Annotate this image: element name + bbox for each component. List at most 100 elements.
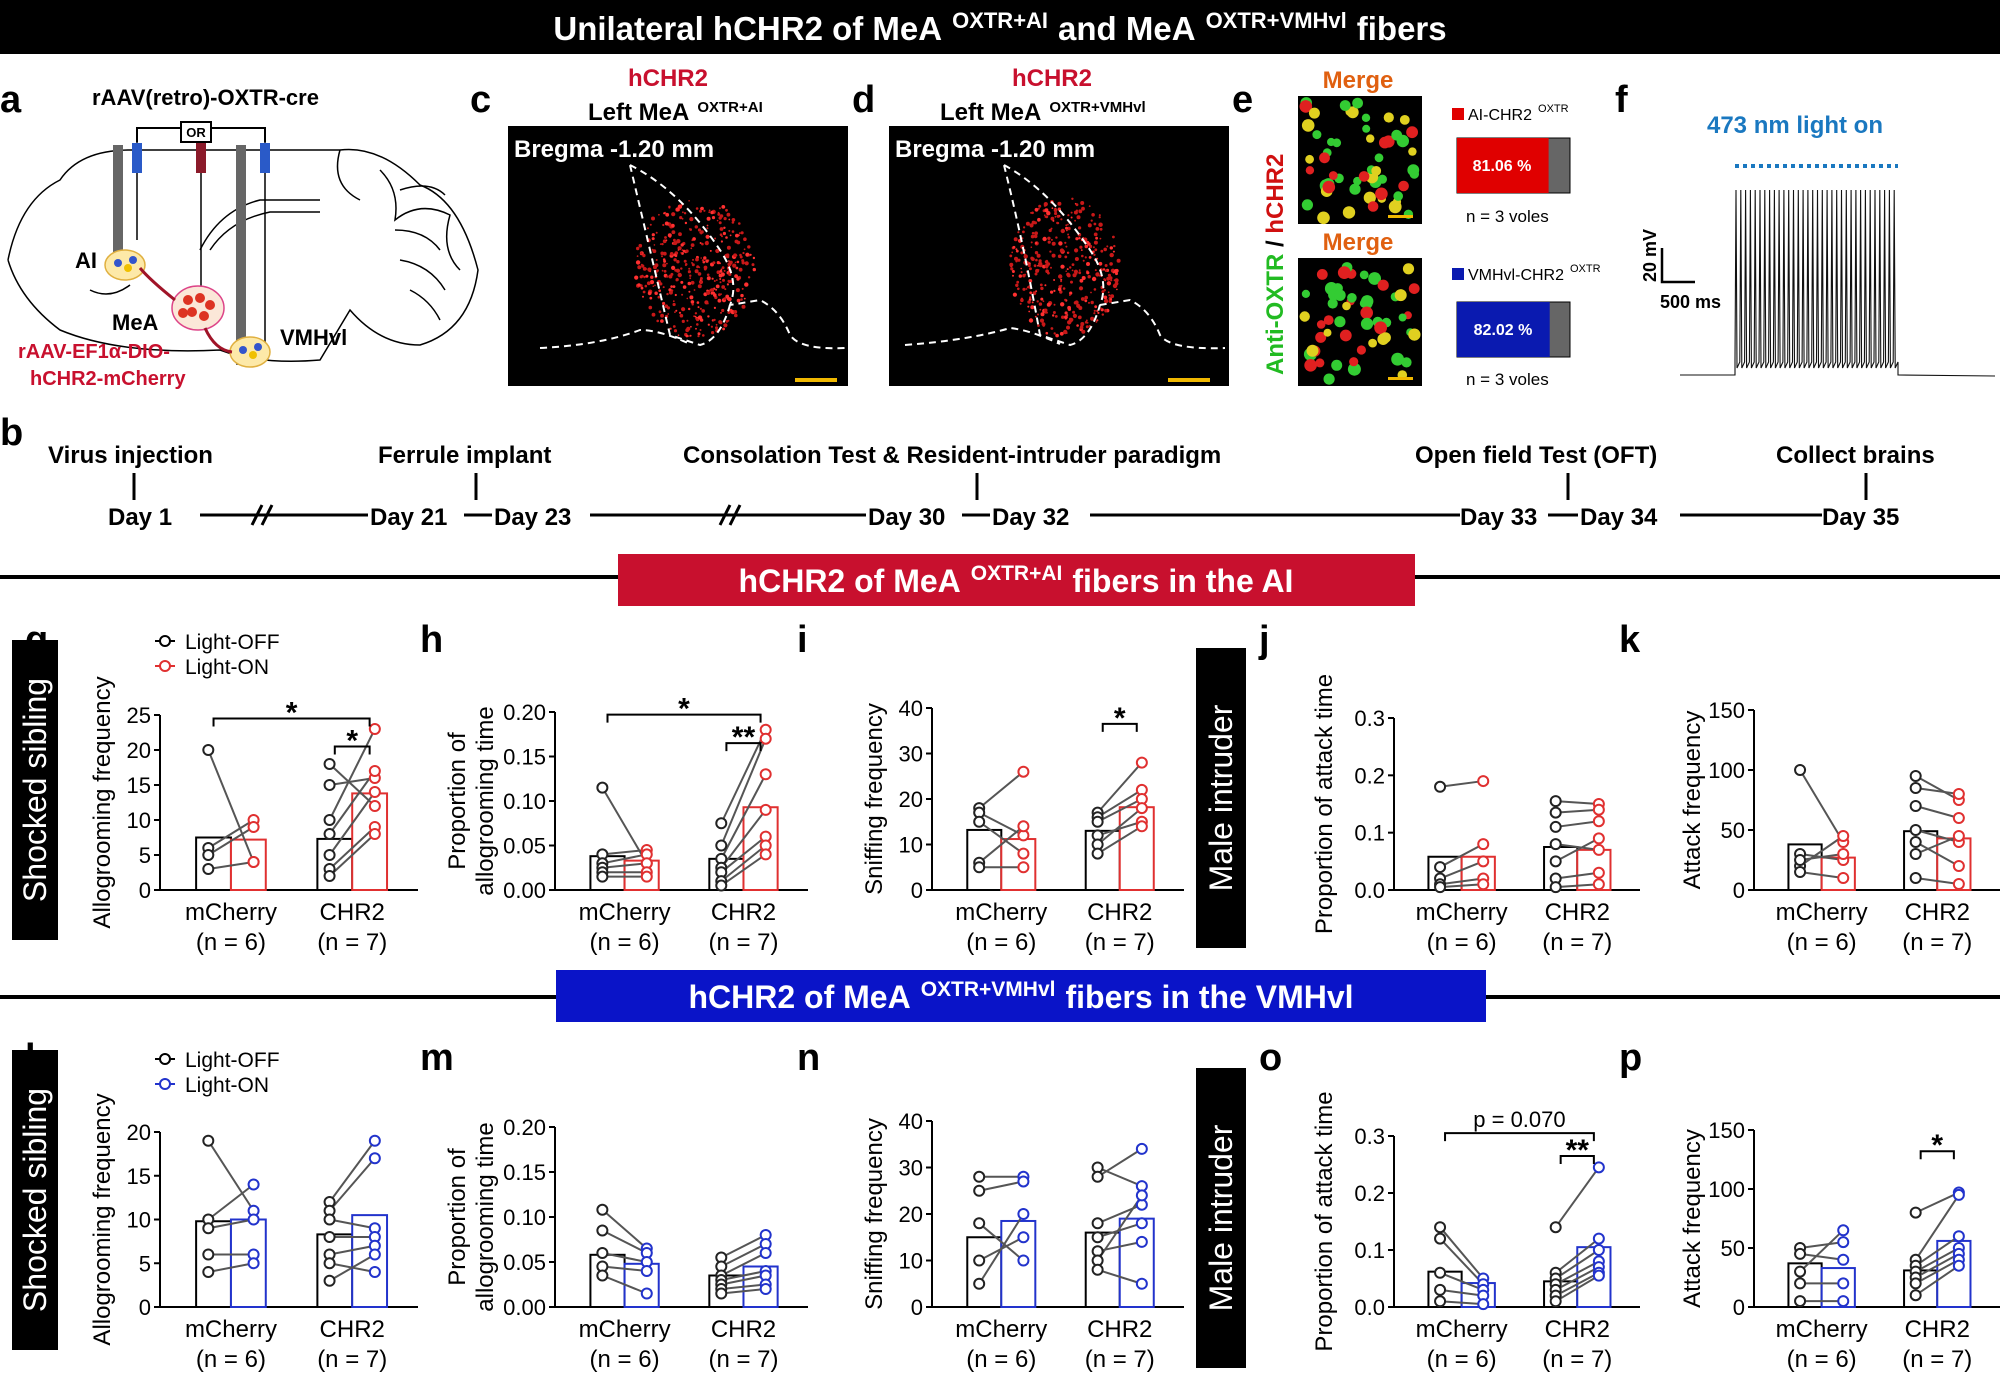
fluorescence-speck xyxy=(696,323,699,326)
fluorescence-speck xyxy=(1037,207,1040,210)
fluorescence-speck xyxy=(1104,264,1108,267)
cell xyxy=(1408,328,1421,341)
x-group-n: (n = 7) xyxy=(1902,1346,1972,1373)
fluorescence-speck xyxy=(1044,310,1048,314)
fluorescence-speck xyxy=(719,227,724,231)
cell xyxy=(1299,100,1313,113)
fluorescence-speck xyxy=(1069,266,1072,269)
paired-line xyxy=(1555,1260,1600,1286)
chart-l: l 0 5 10 15 20 Allogrooming frequency mCherry (n… xyxy=(25,1037,418,1373)
fluorescence-speck xyxy=(1037,219,1040,222)
paired-line xyxy=(1439,1300,1484,1306)
x-group-label: CHR2 xyxy=(1087,899,1152,926)
fluorescence-speck xyxy=(1094,269,1097,272)
panel-e-axis-label: Anti-OXTR / hCHR2 xyxy=(1262,154,1289,375)
point-light-on xyxy=(1017,847,1030,860)
point-light-off xyxy=(1434,1295,1447,1308)
x-group-n: (n = 7) xyxy=(708,1346,778,1373)
fluorescence-speck xyxy=(1091,213,1095,217)
virus-dio-label-2: hCHR2-mCherry xyxy=(30,368,186,390)
cell xyxy=(1347,362,1361,376)
cell xyxy=(1346,106,1359,119)
fluorescence-speck xyxy=(1069,317,1074,322)
point-light-on xyxy=(1837,830,1850,842)
paired-line xyxy=(1439,1288,1484,1297)
fluorescence-speck xyxy=(693,315,695,318)
cell xyxy=(1361,295,1374,308)
fluorescence-speck xyxy=(1043,214,1046,217)
panel-d-outline xyxy=(904,164,1226,350)
point-light-off xyxy=(596,781,609,794)
cell xyxy=(1334,289,1346,301)
fluorescence-speck xyxy=(1034,231,1038,236)
fluorescence-speck xyxy=(1012,245,1016,249)
fluorescence-speck xyxy=(1034,251,1039,255)
fluorescence-speck xyxy=(718,320,722,324)
fluorescence-speck xyxy=(688,307,691,311)
point-light-on xyxy=(1952,788,1965,800)
cell xyxy=(1366,134,1375,143)
paired-line xyxy=(329,1244,376,1256)
fluorescence-speck xyxy=(694,315,697,318)
fluorescence-speck xyxy=(741,304,746,309)
cell xyxy=(1312,130,1322,140)
fluorescence-speck xyxy=(642,253,646,258)
fluorescence-speck xyxy=(1078,271,1082,275)
fluorescence-speck xyxy=(1056,214,1060,218)
fluorescence-speck xyxy=(1060,264,1065,269)
x-group-label: CHR2 xyxy=(320,899,385,926)
fluorescence-speck xyxy=(1071,263,1075,266)
fluorescence-speck xyxy=(674,311,676,313)
point-light-off xyxy=(202,1134,215,1147)
fluorescence-speck xyxy=(1082,259,1085,262)
cell xyxy=(1315,331,1327,343)
fluorescence-speck xyxy=(719,269,723,273)
point-light-off xyxy=(1794,764,1807,776)
fluorescence-speck xyxy=(689,217,694,222)
fluorescence-speck xyxy=(1101,313,1105,316)
fluorescence-speck xyxy=(672,300,675,303)
y-tick-label: 5 xyxy=(139,843,151,868)
cell xyxy=(1398,180,1409,192)
x-group-label: CHR2 xyxy=(1905,1316,1970,1343)
fluorescence-speck xyxy=(1090,300,1094,305)
fluorescence-speck xyxy=(719,207,721,210)
point-light-off xyxy=(1794,1277,1807,1290)
fluorescence-speck xyxy=(1010,267,1014,271)
paired-line xyxy=(720,844,767,882)
cell xyxy=(1339,329,1352,342)
fluorescence-speck xyxy=(1084,256,1087,259)
y-tick-label: 0.1 xyxy=(1354,1238,1385,1263)
probe-left xyxy=(113,142,142,260)
paired-line xyxy=(978,1213,1025,1285)
fluorescence-speck xyxy=(1103,295,1108,300)
fluorescence-speck xyxy=(1052,314,1055,317)
paired-line xyxy=(1915,787,1959,795)
fluorescence-speck xyxy=(1044,208,1049,213)
paired-line xyxy=(328,763,376,807)
paired-line xyxy=(1555,1274,1600,1303)
point-light-off xyxy=(323,758,336,770)
fluorescence-speck xyxy=(662,301,666,306)
cell xyxy=(1305,154,1314,164)
paired-line xyxy=(1097,1148,1143,1178)
fluorescence-speck xyxy=(1033,234,1038,239)
banner-ai xyxy=(618,554,1415,606)
paired-line xyxy=(328,833,376,877)
virus-dio-label-1: rAAV-EF1α-DIO- xyxy=(18,341,170,363)
paired-line xyxy=(1555,820,1599,828)
fluorescence-speck xyxy=(695,207,699,210)
fluorescence-speck xyxy=(1087,223,1092,228)
cell xyxy=(1374,321,1387,335)
fluorescence-speck xyxy=(1040,297,1044,301)
fluorescence-speck xyxy=(1080,249,1083,252)
fluorescence-speck xyxy=(700,207,703,210)
fluorescence-speck xyxy=(1020,251,1024,255)
paired-line xyxy=(1097,1166,1143,1188)
fluorescence-speck xyxy=(711,277,714,280)
y-tick-label: 150 xyxy=(1708,1118,1745,1143)
cell xyxy=(1368,338,1377,348)
chart-o: o 0.0 0.1 0.2 0.3 Proportion of attack time p … xyxy=(1259,1037,1640,1373)
x-group-label: CHR2 xyxy=(711,1316,776,1343)
